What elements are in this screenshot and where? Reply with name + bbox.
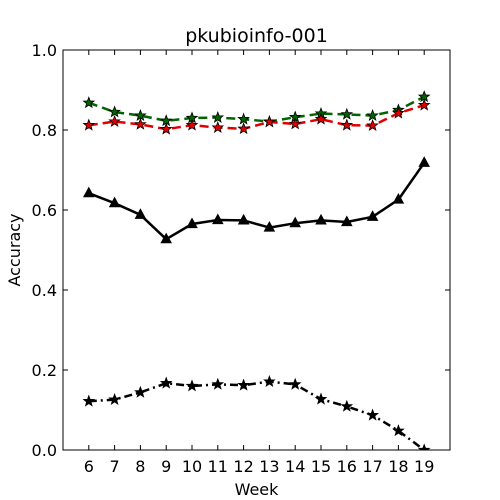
x-tick-label: 13 bbox=[259, 457, 279, 476]
x-tick-label: 18 bbox=[388, 457, 408, 476]
data-point bbox=[237, 122, 250, 135]
x-tick-label: 17 bbox=[362, 457, 382, 476]
x-tick-label: 15 bbox=[311, 457, 331, 476]
data-point bbox=[108, 196, 121, 208]
y-tick-label: 0.2 bbox=[32, 361, 57, 380]
data-point bbox=[263, 374, 276, 387]
series-3 bbox=[82, 374, 431, 450]
data-point bbox=[263, 221, 276, 232]
plot-frame bbox=[62, 49, 451, 451]
data-point bbox=[340, 399, 354, 412]
x-tick-label: 8 bbox=[135, 457, 145, 476]
y-tick-label: 1.0 bbox=[32, 41, 57, 60]
data-point bbox=[185, 379, 199, 392]
data-point bbox=[82, 118, 96, 131]
series-line-0 bbox=[88, 95, 425, 123]
x-tick-label: 10 bbox=[182, 457, 202, 476]
series-line-1 bbox=[88, 104, 425, 131]
x-tick-label: 14 bbox=[285, 457, 305, 476]
data-point bbox=[366, 108, 379, 121]
data-point bbox=[159, 376, 173, 389]
data-point bbox=[134, 385, 147, 398]
series-2 bbox=[83, 156, 430, 244]
data-point bbox=[315, 213, 327, 225]
x-axis-ticks: 6 7 8 9 10 11 12 13 14 15 16 17 18 19 bbox=[84, 50, 434, 476]
data-point bbox=[186, 217, 198, 229]
data-point bbox=[288, 117, 302, 130]
data-point bbox=[237, 112, 250, 125]
x-tick-label: 11 bbox=[208, 457, 228, 476]
data-point bbox=[417, 98, 431, 111]
y-tick-label: 0.8 bbox=[32, 121, 57, 140]
data-point bbox=[392, 106, 405, 119]
data-point bbox=[341, 215, 353, 227]
data-point bbox=[366, 118, 379, 131]
x-tick-label: 6 bbox=[84, 457, 94, 476]
data-point bbox=[340, 107, 354, 120]
data-point bbox=[83, 186, 95, 198]
x-tick-label: 12 bbox=[233, 457, 253, 476]
y-tick-label: 0.4 bbox=[32, 281, 57, 300]
data-point bbox=[108, 392, 121, 405]
data-point bbox=[392, 193, 405, 204]
series-line-2 bbox=[88, 162, 426, 241]
data-point bbox=[263, 115, 276, 128]
data-point bbox=[211, 377, 225, 390]
x-axis-label: Week bbox=[235, 480, 280, 499]
data-point bbox=[82, 96, 96, 109]
y-tick-label: 0.0 bbox=[32, 441, 57, 460]
x-tick-label: 19 bbox=[414, 457, 434, 476]
x-tick-label: 16 bbox=[337, 457, 357, 476]
data-point bbox=[237, 378, 250, 391]
chart-title: pkubioinfo-001 bbox=[185, 25, 328, 47]
data-point bbox=[108, 105, 121, 118]
data-point bbox=[212, 213, 224, 225]
data-point bbox=[159, 122, 173, 135]
data-point bbox=[392, 424, 405, 437]
data-point bbox=[340, 118, 354, 131]
data-point bbox=[185, 118, 199, 131]
data-point bbox=[160, 232, 172, 244]
data-point bbox=[82, 394, 96, 407]
data-point bbox=[108, 114, 121, 127]
y-axis-label: Accuracy bbox=[5, 213, 24, 286]
data-point bbox=[211, 120, 225, 133]
data-point bbox=[237, 213, 250, 225]
data-point bbox=[366, 408, 379, 421]
y-axis-ticks: 0.0 0.2 0.4 0.6 0.8 1.0 bbox=[32, 41, 450, 460]
data-point bbox=[418, 156, 430, 167]
data-point bbox=[134, 208, 147, 219]
data-point bbox=[288, 377, 302, 390]
data-point bbox=[314, 112, 328, 125]
data-point bbox=[134, 117, 147, 130]
series-1 bbox=[82, 98, 431, 135]
plot-series-group bbox=[82, 90, 431, 450]
y-tick-label: 0.6 bbox=[32, 201, 57, 220]
x-tick-label: 7 bbox=[110, 457, 120, 476]
x-tick-label: 9 bbox=[161, 457, 171, 476]
data-point bbox=[366, 210, 379, 221]
data-point bbox=[289, 216, 301, 228]
data-point bbox=[211, 110, 225, 123]
data-point bbox=[314, 392, 328, 405]
series-0 bbox=[82, 90, 431, 127]
